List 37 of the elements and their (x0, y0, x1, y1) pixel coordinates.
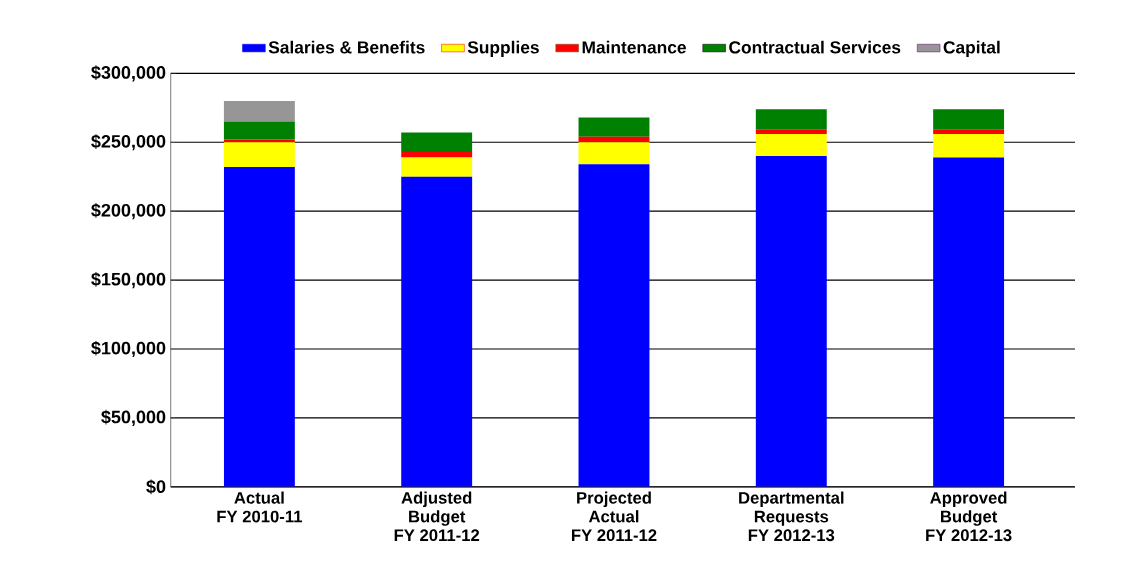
bar (933, 109, 1005, 131)
bar (401, 132, 473, 153)
x-tick-label: Approved Budget FY 2012-13 (926, 491, 1012, 542)
x-tick-label: Departmental Requests FY 2012-13 (739, 491, 844, 542)
x-tick-label: Projected Actual FY 2011-12 (572, 491, 657, 542)
y-tick-label: $100,000 (91, 341, 166, 358)
legend-label: Contractual Services (729, 41, 901, 54)
bar (578, 164, 650, 488)
legend-label: Capital (943, 41, 1000, 58)
bar (755, 109, 827, 131)
bar (223, 121, 295, 140)
bar (755, 130, 827, 135)
bar (401, 176, 473, 488)
bar (933, 157, 1005, 488)
legend-label: Salaries & Benefits (268, 41, 425, 54)
bar (401, 152, 473, 158)
x-tick-label: Actual FY 2010-11 (217, 491, 302, 523)
bar (223, 167, 295, 488)
legend-label: Supplies (467, 41, 539, 58)
bar (578, 117, 650, 137)
bar (755, 156, 827, 488)
y-tick-label: $250,000 (91, 134, 166, 151)
bar (223, 101, 295, 122)
y-tick-label: $50,000 (101, 410, 166, 427)
bar (401, 157, 473, 177)
y-tick-label: $200,000 (91, 203, 166, 220)
bar (933, 134, 1005, 158)
y-tick-label: $0 (146, 479, 166, 495)
bar (933, 130, 1005, 135)
x-tick-label: Adjusted Budget FY 2011-12 (394, 491, 480, 542)
bar (578, 137, 650, 143)
bar (223, 142, 295, 168)
y-tick-label: $300,000 (91, 65, 166, 82)
bar (755, 134, 827, 157)
y-tick-label: $150,000 (91, 272, 166, 289)
legend-label: Maintenance (582, 41, 686, 54)
bar (578, 142, 650, 165)
